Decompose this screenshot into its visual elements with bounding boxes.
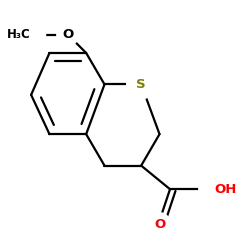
- Circle shape: [14, 19, 46, 50]
- Circle shape: [127, 70, 156, 99]
- Text: O: O: [154, 218, 165, 231]
- Circle shape: [199, 175, 228, 204]
- Text: OH: OH: [214, 183, 237, 196]
- Text: S: S: [136, 78, 146, 91]
- Text: O: O: [62, 28, 74, 41]
- Text: H₃C: H₃C: [6, 28, 30, 41]
- Circle shape: [149, 213, 170, 234]
- Circle shape: [57, 24, 79, 46]
